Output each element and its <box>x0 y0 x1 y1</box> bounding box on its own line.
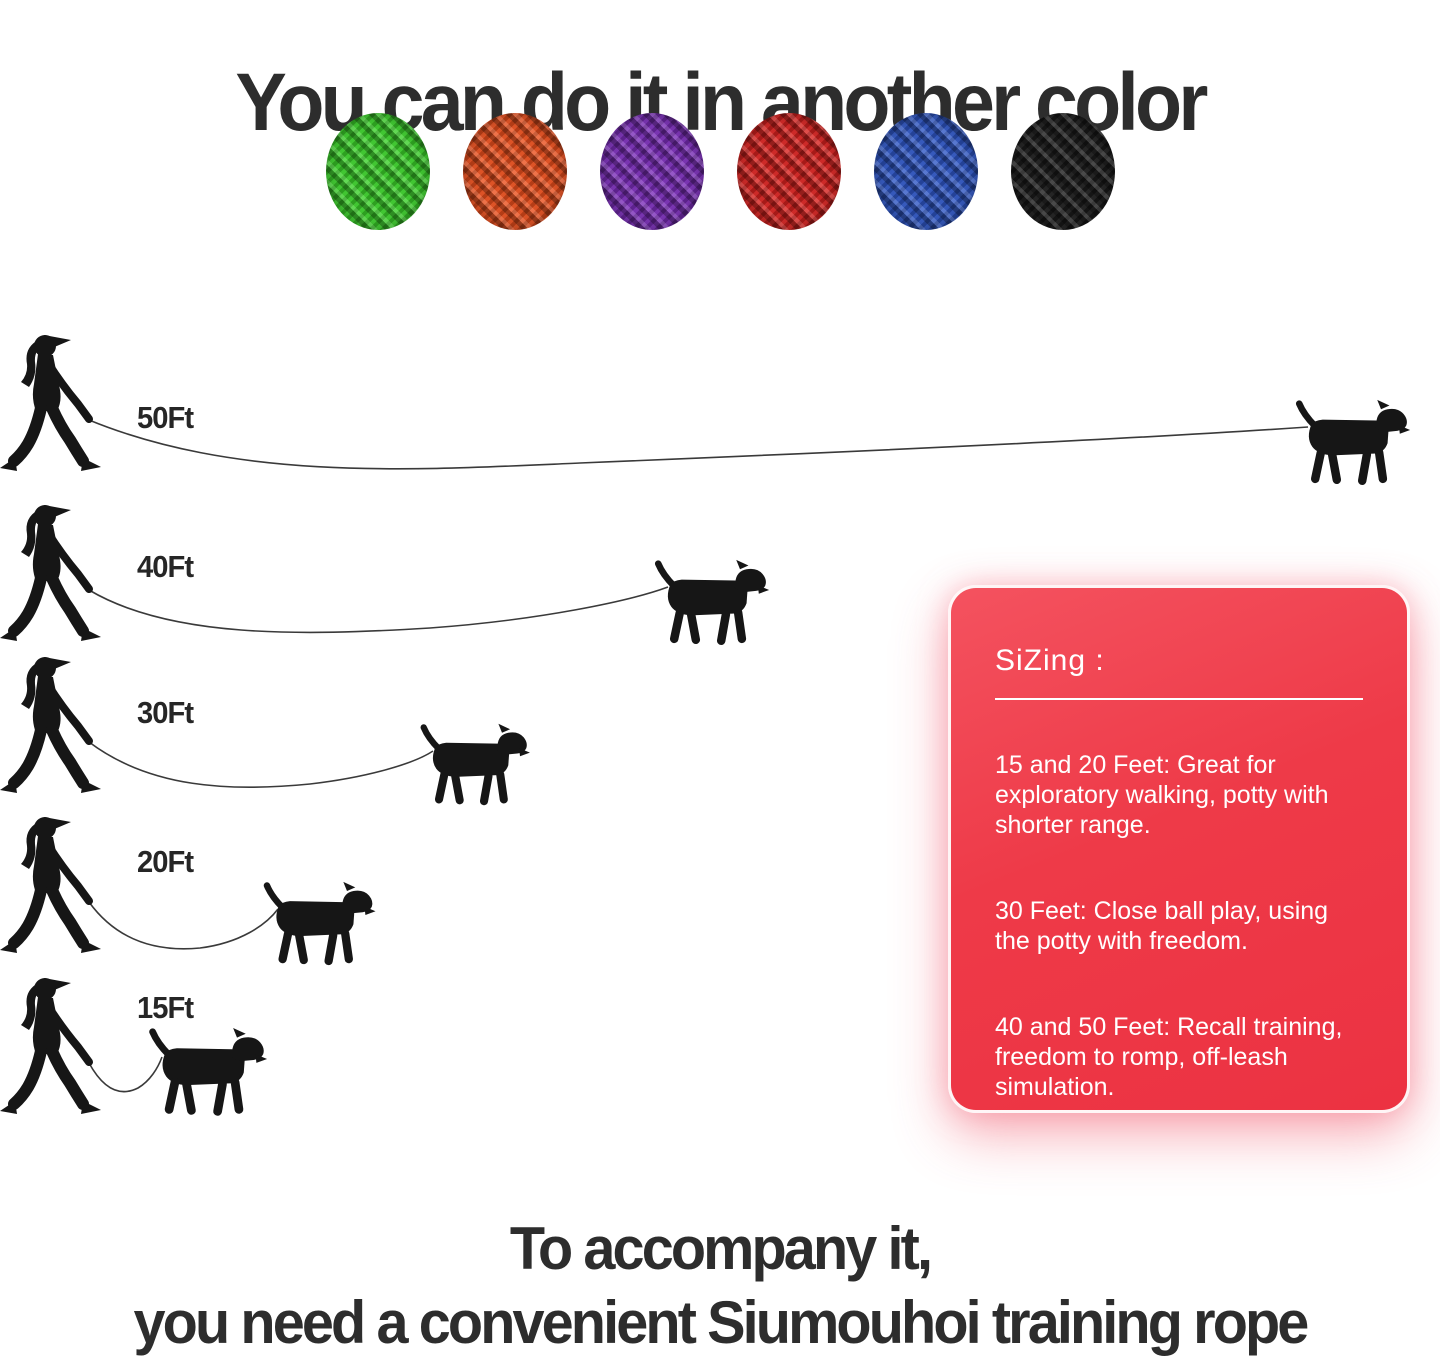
leash-line-20ft <box>88 901 279 950</box>
person-silhouette-30ft <box>0 657 101 793</box>
dog-silhouette-30ft <box>424 724 530 801</box>
color-swatch-red <box>736 113 841 230</box>
leash-line-50ft <box>88 419 1309 470</box>
color-swatch-blue <box>873 113 978 230</box>
sizing-card-paragraph-short: 15 and 20 Feet: Great for exploratory wa… <box>995 751 1329 839</box>
sizing-card: SiZing : 15 and 20 Feet: Great for explo… <box>948 585 1410 1113</box>
color-swatch-purple <box>599 113 704 230</box>
sizing-card-paragraph-long: 40 and 50 Feet: Recall training, freedom… <box>995 1013 1343 1101</box>
leash-line-40ft <box>88 586 669 634</box>
dog-silhouette-40ft <box>658 560 769 641</box>
leash-line-30ft <box>88 741 434 789</box>
dog-silhouette-50ft <box>1299 400 1410 481</box>
length-label-15ft: 15Ft <box>137 990 194 1025</box>
sizing-card-divider <box>995 698 1363 700</box>
length-label-50ft: 50Ft <box>137 400 194 435</box>
color-swatch-black <box>1010 113 1115 230</box>
color-swatch-orange <box>462 113 567 230</box>
sizing-card-paragraph-medium: 30 Feet: Close ball play, using the pott… <box>995 897 1329 955</box>
color-swatch-green <box>325 113 430 230</box>
footer-title: To accompany it, you need a convenient S… <box>29 1212 1411 1360</box>
dog-silhouette-15ft <box>153 1028 267 1111</box>
footer-line-2: you need a convenient Siumouhoi training… <box>133 1288 1310 1356</box>
color-swatch-row <box>0 113 1440 233</box>
person-silhouette-20ft <box>0 817 101 953</box>
dog-silhouette-20ft <box>267 882 376 961</box>
length-label-40ft: 40Ft <box>137 549 194 584</box>
length-label-30ft: 30Ft <box>137 695 194 730</box>
person-silhouette-40ft <box>0 505 101 641</box>
length-label-20ft: 20Ft <box>137 844 194 879</box>
person-silhouette-50ft <box>0 335 101 471</box>
sizing-card-heading: SiZing : <box>995 644 1105 677</box>
person-silhouette-15ft <box>0 978 101 1114</box>
footer-line-1: To accompany it, <box>509 1215 933 1282</box>
leash-line-15ft <box>88 1056 163 1093</box>
